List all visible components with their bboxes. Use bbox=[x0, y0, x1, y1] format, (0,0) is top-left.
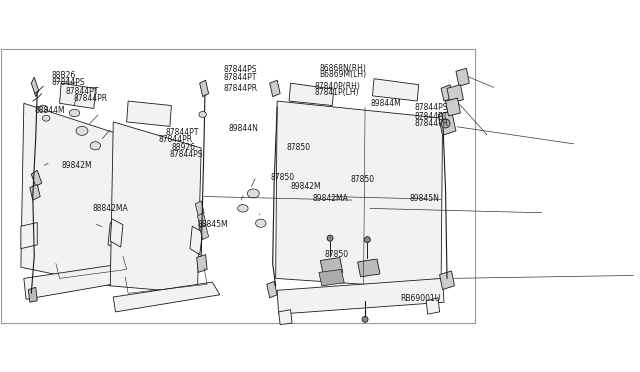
Text: 89842M: 89842M bbox=[62, 161, 93, 170]
Polygon shape bbox=[276, 101, 442, 289]
Text: 88845M: 88845M bbox=[198, 220, 228, 229]
Polygon shape bbox=[197, 213, 206, 228]
Ellipse shape bbox=[199, 112, 206, 118]
Text: RB69001U: RB69001U bbox=[401, 294, 441, 303]
Ellipse shape bbox=[630, 169, 640, 176]
Polygon shape bbox=[267, 281, 277, 298]
Text: 88926: 88926 bbox=[172, 143, 196, 152]
Polygon shape bbox=[196, 254, 207, 272]
Text: 88B26: 88B26 bbox=[51, 71, 76, 80]
Ellipse shape bbox=[237, 205, 248, 212]
Polygon shape bbox=[269, 80, 280, 97]
Ellipse shape bbox=[69, 109, 80, 117]
Polygon shape bbox=[24, 262, 138, 299]
Circle shape bbox=[364, 237, 371, 243]
Text: B6869M(LH): B6869M(LH) bbox=[319, 70, 367, 78]
Polygon shape bbox=[447, 85, 463, 103]
Ellipse shape bbox=[634, 141, 640, 148]
Text: 87844PS: 87844PS bbox=[169, 150, 203, 160]
Text: 87850: 87850 bbox=[351, 175, 374, 184]
Polygon shape bbox=[200, 80, 209, 97]
Text: 87841P(LH): 87841P(LH) bbox=[315, 88, 359, 97]
Polygon shape bbox=[319, 269, 344, 286]
Circle shape bbox=[441, 119, 450, 128]
Text: 88842MA: 88842MA bbox=[93, 204, 129, 213]
Polygon shape bbox=[110, 122, 201, 293]
Text: 87844PS: 87844PS bbox=[51, 78, 85, 87]
Text: 87840P(RH): 87840P(RH) bbox=[315, 82, 360, 91]
Polygon shape bbox=[200, 225, 209, 240]
Polygon shape bbox=[30, 185, 40, 200]
Polygon shape bbox=[60, 83, 95, 109]
Text: 89845N: 89845N bbox=[409, 194, 439, 203]
Text: 89842M: 89842M bbox=[291, 182, 321, 191]
Ellipse shape bbox=[255, 219, 266, 227]
Text: 87844PR: 87844PR bbox=[158, 135, 193, 144]
Text: 88844M: 88844M bbox=[35, 106, 65, 115]
Text: 87844PT: 87844PT bbox=[415, 112, 448, 121]
Polygon shape bbox=[321, 257, 342, 275]
Polygon shape bbox=[441, 85, 453, 101]
Polygon shape bbox=[195, 201, 204, 216]
Circle shape bbox=[362, 316, 368, 323]
Polygon shape bbox=[372, 79, 419, 101]
Text: 87844PT: 87844PT bbox=[223, 73, 257, 81]
Circle shape bbox=[327, 235, 333, 241]
Ellipse shape bbox=[247, 189, 259, 198]
Ellipse shape bbox=[42, 115, 50, 121]
Polygon shape bbox=[190, 226, 203, 254]
Text: 89842MA: 89842MA bbox=[312, 194, 348, 203]
Text: 89844M: 89844M bbox=[371, 99, 402, 108]
Ellipse shape bbox=[39, 105, 48, 112]
Text: 87850: 87850 bbox=[324, 250, 348, 259]
Polygon shape bbox=[456, 68, 469, 86]
Ellipse shape bbox=[76, 126, 88, 135]
Polygon shape bbox=[110, 219, 123, 247]
Text: 87844PR: 87844PR bbox=[415, 119, 449, 128]
Text: 87844PR: 87844PR bbox=[223, 84, 257, 93]
Polygon shape bbox=[31, 77, 39, 97]
Polygon shape bbox=[445, 98, 460, 116]
Polygon shape bbox=[31, 170, 42, 187]
Text: 87850: 87850 bbox=[286, 143, 310, 152]
Text: 87844PT: 87844PT bbox=[66, 87, 99, 96]
Text: 87844PR: 87844PR bbox=[74, 94, 108, 103]
Text: 87844PS: 87844PS bbox=[223, 65, 257, 74]
Polygon shape bbox=[440, 271, 454, 289]
Polygon shape bbox=[278, 310, 292, 325]
Polygon shape bbox=[358, 259, 380, 277]
Text: 87844PT: 87844PT bbox=[166, 128, 199, 137]
Ellipse shape bbox=[90, 142, 100, 150]
Polygon shape bbox=[21, 103, 115, 286]
Polygon shape bbox=[113, 282, 220, 312]
Text: 87850: 87850 bbox=[271, 173, 295, 182]
Ellipse shape bbox=[630, 155, 640, 164]
Polygon shape bbox=[426, 298, 440, 314]
Polygon shape bbox=[289, 83, 334, 106]
Text: 87844PS: 87844PS bbox=[415, 103, 449, 112]
Polygon shape bbox=[277, 278, 444, 314]
Polygon shape bbox=[21, 222, 37, 248]
Polygon shape bbox=[438, 111, 456, 135]
Polygon shape bbox=[108, 222, 121, 248]
Text: 89844N: 89844N bbox=[229, 124, 259, 134]
Polygon shape bbox=[127, 101, 172, 126]
Polygon shape bbox=[28, 287, 37, 302]
Text: 86868N(RH): 86868N(RH) bbox=[319, 64, 366, 73]
